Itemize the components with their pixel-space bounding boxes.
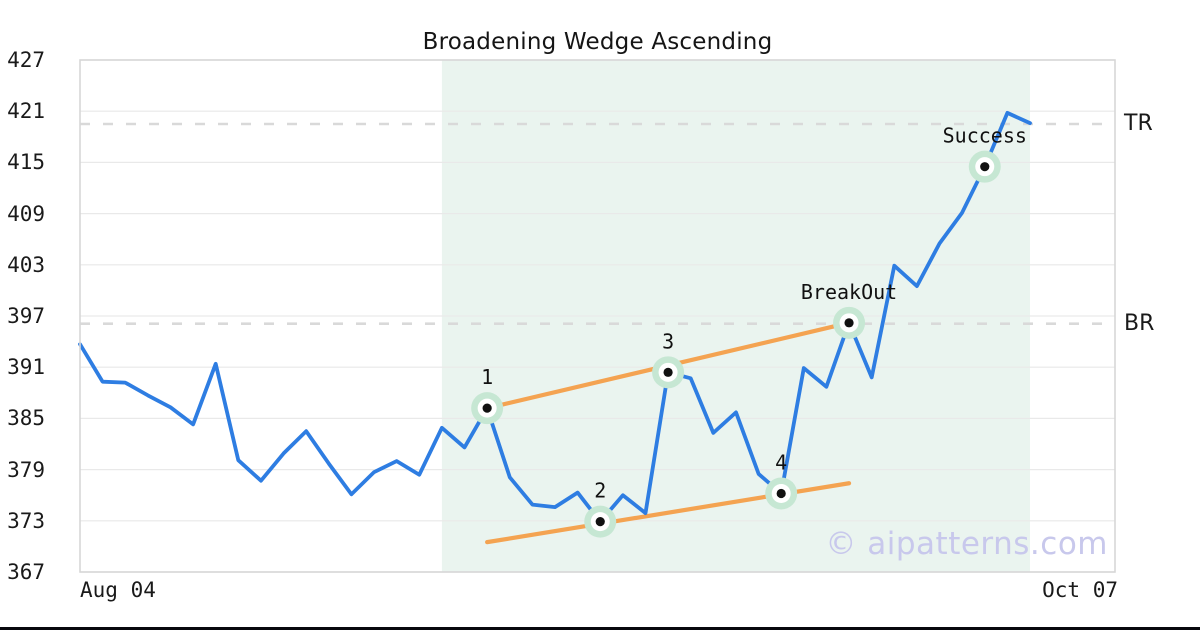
breakout-level-label: BR	[1124, 310, 1155, 336]
marker-dot	[776, 488, 786, 499]
marker-dot	[980, 162, 990, 172]
y-tick-label: 379	[7, 457, 45, 482]
y-tick-label: 391	[7, 355, 45, 380]
watermark-text: © aipatterns.com	[825, 526, 1108, 562]
marker-label-2: 2	[594, 479, 606, 503]
marker-dot	[663, 367, 673, 377]
x-tick-start-date: Aug 04	[80, 578, 156, 602]
y-tick-label: 427	[7, 48, 45, 72]
y-tick-label: 373	[7, 508, 45, 533]
y-tick-label: 397	[7, 304, 45, 328]
x-tick-end-date: Oct 07	[1042, 578, 1118, 602]
plot-border	[79, 59, 1116, 573]
target-level-label: TR	[1124, 111, 1153, 136]
marker-label-4: 4	[775, 450, 787, 474]
y-tick-label: 421	[7, 99, 45, 124]
bottom-border-bar	[0, 627, 1200, 630]
y-tick-label: 415	[7, 150, 45, 175]
marker-dot	[482, 403, 492, 413]
marker-label-3: 3	[662, 329, 674, 353]
marker-label-success: Success	[943, 124, 1027, 148]
y-tick-label: 403	[7, 252, 45, 277]
price-line	[78, 111, 1032, 524]
marker-dot	[595, 517, 605, 527]
marker-dot	[844, 318, 854, 328]
y-tick-label: 367	[7, 560, 45, 584]
marker-label-breakout: BreakOut	[801, 280, 897, 304]
y-tick-label: 385	[7, 406, 45, 431]
chart-title: Broadening Wedge Ascending	[422, 29, 773, 55]
y-tick-label: 409	[7, 201, 45, 226]
marker-label-1: 1	[481, 365, 493, 389]
